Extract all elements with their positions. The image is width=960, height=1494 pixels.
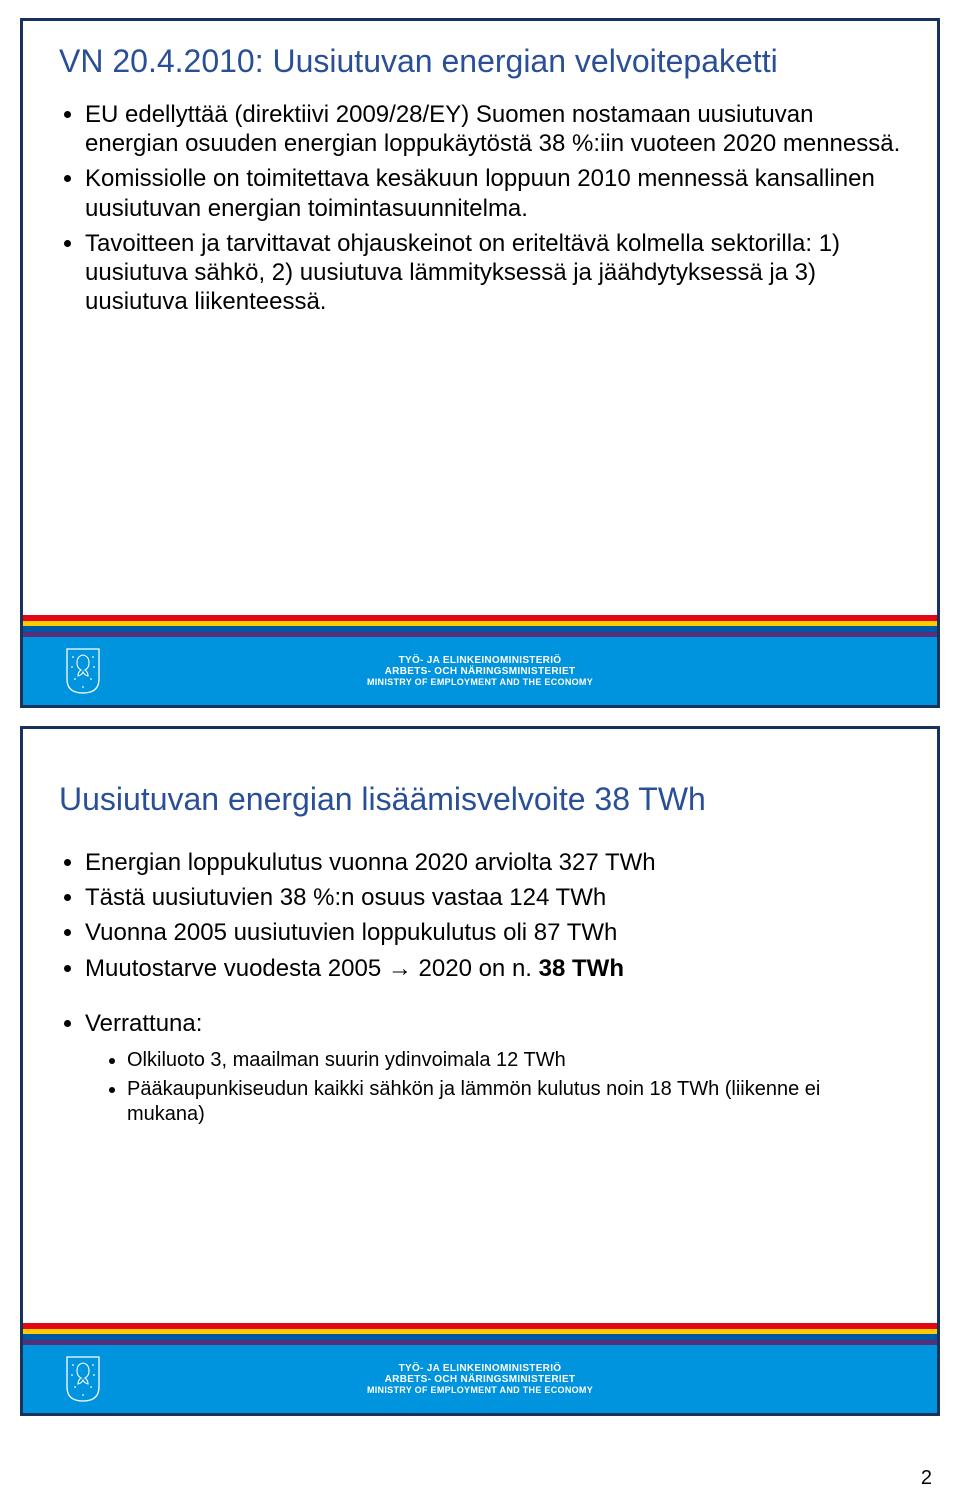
bullet4-pre: Muutostarve vuodesta 2005 bbox=[85, 955, 388, 982]
ministry-text: TYÖ- JA ELINKEINOMINISTERIÖ ARBETS- OCH … bbox=[367, 1363, 593, 1395]
bullet4-bold: 38 TWh bbox=[539, 955, 624, 982]
page-number: 2 bbox=[12, 1467, 932, 1490]
slide-2-sub-2: Pääkaupunkiseudun kaikki sähkön ja lämmö… bbox=[127, 1077, 901, 1127]
lion-crest-icon bbox=[59, 1353, 107, 1405]
slide-1-bullets: EU edellyttää (direktiivi 2009/28/EY) Su… bbox=[59, 100, 901, 317]
ministry-line-2: ARBETS- OCH NÄRINGSMINISTERIET bbox=[367, 666, 593, 677]
footer-stripes bbox=[23, 1323, 937, 1345]
ministry-line-1: TYÖ- JA ELINKEINOMINISTERIÖ bbox=[367, 1363, 593, 1374]
slide-2-bullet-2: Tästä uusiutuvien 38 %:n osuus vastaa 12… bbox=[85, 883, 901, 912]
slide-1-footer: TYÖ- JA ELINKEINOMINISTERIÖ ARBETS- OCH … bbox=[23, 615, 937, 705]
slide-1-bullet-3: Tavoitteen ja tarvittavat ohjauskeinot o… bbox=[85, 229, 901, 317]
slide-1: VN 20.4.2010: Uusiutuvan energian velvoi… bbox=[20, 18, 940, 708]
bullet4-mid: 2020 on n. bbox=[412, 955, 539, 982]
slide-2-title: Uusiutuvan energian lisäämisvelvoite 38 … bbox=[59, 781, 901, 818]
ministry-line-3: MINISTRY OF EMPLOYMENT AND THE ECONOMY bbox=[367, 677, 593, 687]
slide-2-bullets: Energian loppukulutus vuonna 2020 arviol… bbox=[59, 848, 901, 983]
slide-1-bullet-2: Komissiolle on toimitettava kesäkuun lop… bbox=[85, 164, 901, 223]
slide-2-sub-bullets: Olkiluoto 3, maailman suurin ydinvoimala… bbox=[59, 1048, 901, 1127]
lion-crest-icon bbox=[59, 645, 107, 697]
slide-2-bullet-4: Muutostarve vuodesta 2005 → 2020 on n. 3… bbox=[85, 954, 901, 983]
slide-2-bullet-3: Vuonna 2005 uusiutuvien loppukulutus oli… bbox=[85, 918, 901, 947]
slide-2: Uusiutuvan energian lisäämisvelvoite 38 … bbox=[20, 726, 940, 1416]
slide-1-bullet-1: EU edellyttää (direktiivi 2009/28/EY) Su… bbox=[85, 100, 901, 159]
footer-band: TYÖ- JA ELINKEINOMINISTERIÖ ARBETS- OCH … bbox=[23, 1345, 937, 1413]
slide-2-sub-1: Olkiluoto 3, maailman suurin ydinvoimala… bbox=[127, 1048, 901, 1073]
ministry-line-2: ARBETS- OCH NÄRINGSMINISTERIET bbox=[367, 1374, 593, 1385]
ministry-text: TYÖ- JA ELINKEINOMINISTERIÖ ARBETS- OCH … bbox=[367, 655, 593, 687]
ministry-line-3: MINISTRY OF EMPLOYMENT AND THE ECONOMY bbox=[367, 1385, 593, 1395]
compare-label: Verrattuna: bbox=[85, 1009, 901, 1038]
ministry-line-1: TYÖ- JA ELINKEINOMINISTERIÖ bbox=[367, 655, 593, 666]
slide-2-compare: Verrattuna: bbox=[59, 1009, 901, 1038]
slide-2-footer: TYÖ- JA ELINKEINOMINISTERIÖ ARBETS- OCH … bbox=[23, 1323, 937, 1413]
slide-1-content: VN 20.4.2010: Uusiutuvan energian velvoi… bbox=[59, 43, 901, 323]
footer-band: TYÖ- JA ELINKEINOMINISTERIÖ ARBETS- OCH … bbox=[23, 637, 937, 705]
slide-2-content: Uusiutuvan energian lisäämisvelvoite 38 … bbox=[59, 781, 901, 1131]
slide-2-bullet-1: Energian loppukulutus vuonna 2020 arviol… bbox=[85, 848, 901, 877]
slide-1-title: VN 20.4.2010: Uusiutuvan energian velvoi… bbox=[59, 43, 901, 80]
footer-stripes bbox=[23, 615, 937, 637]
arrow-icon: → bbox=[388, 955, 412, 982]
